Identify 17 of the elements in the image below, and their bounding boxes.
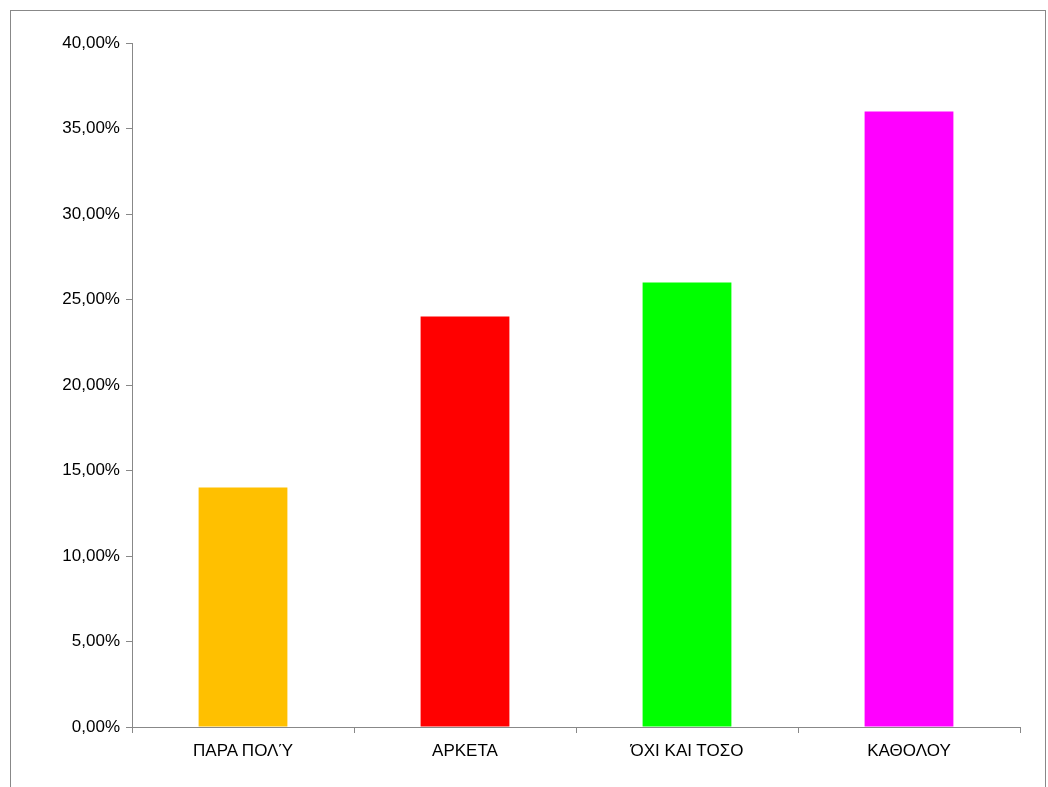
- y-tick-label: 35,00%: [62, 118, 120, 138]
- x-tick-label: ΑΡΚΕΤΑ: [432, 740, 499, 760]
- x-tick-label: ΚΑΘΟΛΟΥ: [867, 740, 951, 760]
- bar: [864, 111, 954, 727]
- y-tick-label: 0,00%: [71, 716, 120, 736]
- y-tick-label: 15,00%: [62, 460, 120, 480]
- x-tick-label: ΌΧΙ ΚΑΙ ΤΟΣΟ: [629, 740, 744, 760]
- y-tick-label: 5,00%: [71, 631, 120, 651]
- y-tick-label: 20,00%: [62, 374, 120, 394]
- x-tick-label: ΠΑΡΑ ΠΟΛΎ: [193, 740, 294, 760]
- bar: [642, 282, 732, 727]
- y-tick-label: 25,00%: [62, 289, 120, 309]
- bar: [420, 316, 510, 727]
- y-tick-label: 30,00%: [62, 203, 120, 223]
- y-tick-label: 40,00%: [62, 32, 120, 52]
- bar: [198, 487, 288, 727]
- y-tick-label: 10,00%: [62, 545, 120, 565]
